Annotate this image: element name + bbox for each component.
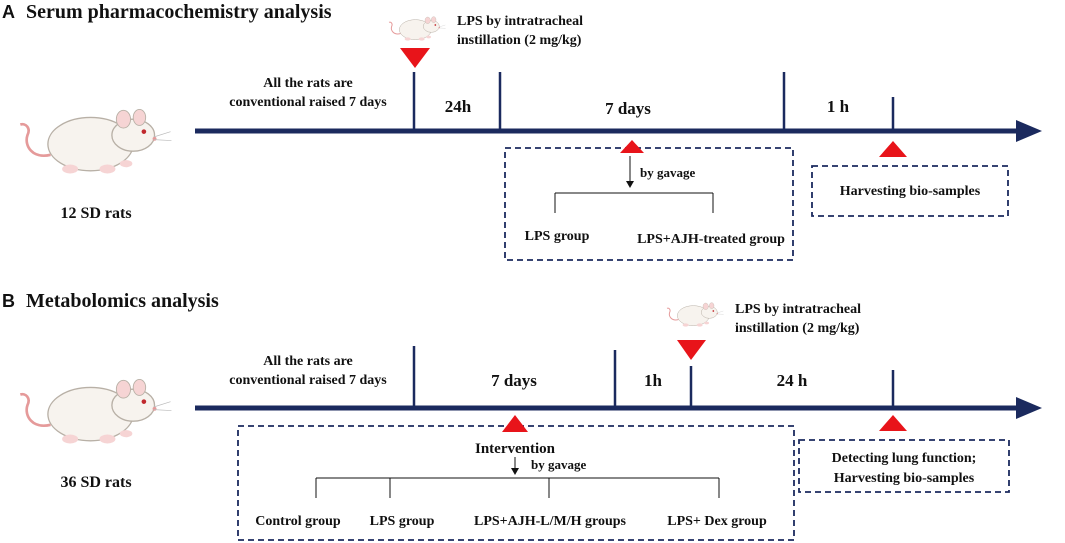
- panel-b-intervention-marker: [502, 415, 528, 432]
- panel-b-interval-2: 1h: [644, 371, 663, 390]
- panel-a-gavage-marker: [620, 140, 644, 153]
- panel-a-endpoint: Harvesting bio-samples: [840, 184, 981, 199]
- panel-b-subjects: 36 SD rats: [60, 474, 131, 491]
- rat-illustration-small-a: [388, 16, 447, 42]
- panel-a-endpoint-box: [811, 165, 1009, 217]
- panel-b-acclimation-line2: conventional raised 7 days: [229, 373, 387, 388]
- panel-a-group-bracket: [554, 192, 714, 213]
- rat-illustration-b: [18, 378, 173, 445]
- panel-b-acclimation-line1: All the rats are: [263, 354, 353, 369]
- rat-illustration-small-b: [666, 302, 725, 328]
- panel-b-interval-1: 7 days: [491, 371, 537, 390]
- panel-a-subjects: 12 SD rats: [60, 205, 131, 222]
- panel-b-timeline: [195, 346, 1042, 419]
- panel-b-lps-line1: LPS by intratracheal: [735, 302, 861, 317]
- panel-b-title: Metabolomics analysis: [26, 290, 219, 312]
- panel-a-title: Serum pharmacochemistry analysis: [26, 1, 332, 23]
- panel-a-lps-line1: LPS by intratracheal: [457, 14, 583, 29]
- rat-illustration-a: [18, 108, 173, 175]
- panel-b-endpoint-line2: Harvesting bio-samples: [834, 471, 975, 486]
- panel-a-group-1: LPS group: [525, 229, 590, 244]
- panel-b-endpoint-line1: Detecting lung function;: [832, 451, 977, 466]
- panel-b-endpoint-box: [798, 439, 1010, 493]
- panel-b-lps-marker: [677, 340, 706, 360]
- panel-b-lps-line2: instillation (2 mg/kg): [735, 321, 860, 336]
- panel-b-group-bracket: [315, 477, 720, 498]
- panel-a-letter: A: [2, 2, 15, 22]
- panel-b-group-4: LPS+ Dex group: [667, 514, 767, 529]
- panel-b-group-1: Control group: [255, 514, 341, 529]
- panel-a-acclimation-line1: All the rats are: [263, 76, 353, 91]
- panel-b-endpoint-marker: [879, 415, 907, 431]
- panel-a-interval-3: 1 h: [827, 97, 850, 116]
- panel-a-group-2: LPS+AJH-treated group: [637, 232, 785, 247]
- panel-a-interval-2: 7 days: [605, 99, 651, 118]
- panel-a-route: by gavage: [640, 165, 695, 180]
- panel-a-lps-line2: instillation (2 mg/kg): [457, 33, 582, 48]
- panel-b-group-3: LPS+AJH-L/M/H groups: [474, 514, 627, 529]
- panel-b-route: by gavage: [531, 457, 586, 472]
- panel-a-lps-marker: [400, 48, 430, 68]
- panel-a-endpoint-marker: [879, 141, 907, 157]
- panel-b-letter: B: [2, 291, 15, 311]
- panel-a-acclimation-line2: conventional raised 7 days: [229, 95, 387, 110]
- panel-a-interval-1: 24h: [445, 97, 472, 116]
- panel-a-timeline: [195, 72, 1042, 142]
- panel-b-interval-3: 24 h: [777, 371, 808, 390]
- panel-b-group-2: LPS group: [370, 514, 435, 529]
- panel-b-intervention: Intervention: [475, 441, 556, 457]
- panel-a-treatment-box: [504, 147, 794, 261]
- panel-b-treatment-box: [237, 425, 795, 541]
